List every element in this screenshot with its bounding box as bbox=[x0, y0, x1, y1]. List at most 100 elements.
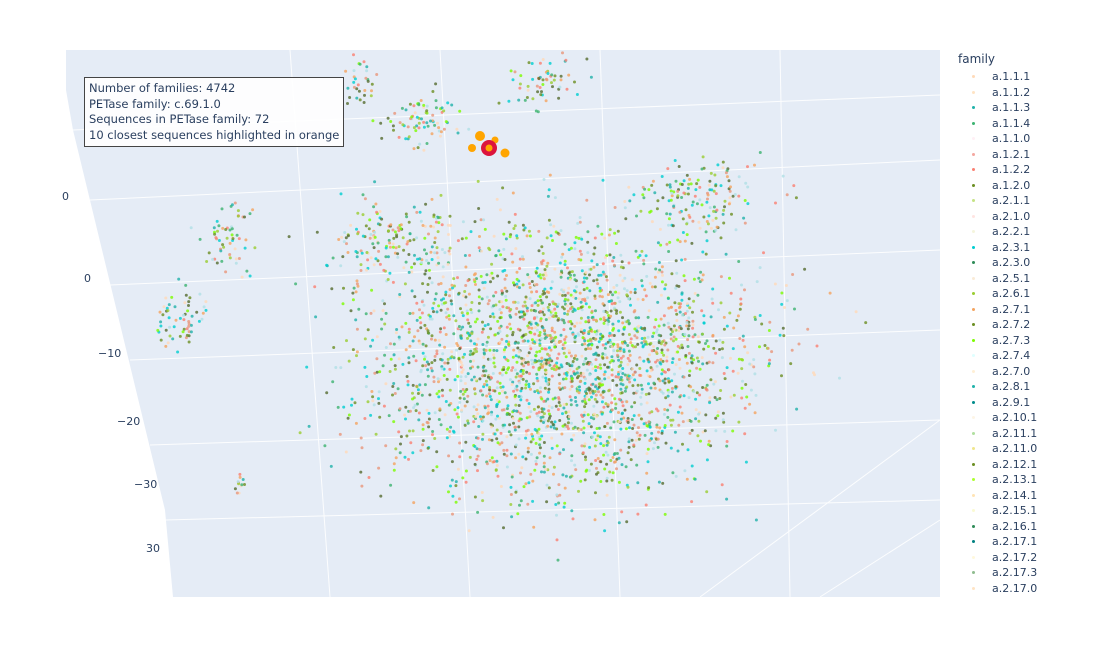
legend-item[interactable]: a.2.10.1 bbox=[958, 410, 1108, 426]
data-point bbox=[490, 271, 494, 275]
legend-item[interactable]: a.1.1.1 bbox=[958, 69, 1108, 85]
legend-item[interactable]: a.2.2.1 bbox=[958, 224, 1108, 240]
data-point bbox=[525, 306, 529, 310]
data-point bbox=[584, 377, 587, 381]
data-point bbox=[228, 253, 232, 256]
legend-item[interactable]: a.2.7.2 bbox=[958, 317, 1108, 333]
legend-item[interactable]: a.2.7.1 bbox=[958, 302, 1108, 318]
legend-item[interactable]: a.2.7.3 bbox=[958, 333, 1108, 349]
data-point bbox=[364, 312, 368, 316]
data-point bbox=[828, 291, 832, 295]
data-point bbox=[678, 240, 682, 244]
legend-item[interactable]: a.2.1.0 bbox=[958, 209, 1108, 225]
data-point bbox=[498, 308, 502, 311]
legend-item[interactable]: a.2.3.1 bbox=[958, 240, 1108, 256]
legend-item[interactable]: a.2.3.0 bbox=[958, 255, 1108, 271]
data-point bbox=[701, 386, 705, 389]
data-point bbox=[599, 317, 603, 321]
data-point bbox=[647, 486, 651, 490]
data-point bbox=[459, 375, 463, 379]
data-point bbox=[719, 301, 723, 305]
data-point bbox=[598, 286, 602, 290]
annotation-line: PETase family: c.69.1.0 bbox=[89, 96, 221, 111]
data-point bbox=[607, 435, 611, 439]
legend-item[interactable]: a.2.11.1 bbox=[958, 426, 1108, 442]
legend-item[interactable]: a.2.16.1 bbox=[958, 519, 1108, 535]
data-point bbox=[541, 365, 544, 369]
data-point bbox=[550, 280, 554, 284]
data-point bbox=[509, 69, 513, 73]
data-point bbox=[773, 282, 777, 286]
data-point bbox=[230, 227, 234, 231]
data-point bbox=[714, 416, 718, 420]
legend-item[interactable]: a.2.5.1 bbox=[958, 271, 1108, 287]
legend-item[interactable]: a.1.1.4 bbox=[958, 116, 1108, 132]
data-point bbox=[797, 342, 801, 346]
data-point bbox=[496, 274, 500, 278]
data-point bbox=[571, 295, 575, 299]
data-point bbox=[555, 444, 559, 448]
data-point bbox=[529, 347, 533, 351]
data-point bbox=[644, 294, 648, 298]
legend-marker-icon bbox=[972, 493, 975, 497]
legend-item[interactable]: a.1.1.3 bbox=[958, 100, 1108, 116]
legend-item[interactable]: a.2.8.1 bbox=[958, 379, 1108, 395]
legend-item[interactable]: a.2.7.4 bbox=[958, 348, 1108, 364]
legend-item[interactable]: a.2.12.1 bbox=[958, 457, 1108, 473]
legend-item[interactable]: a.1.2.1 bbox=[958, 147, 1108, 163]
data-point bbox=[657, 341, 661, 345]
legend-item[interactable]: a.2.1.1 bbox=[958, 193, 1108, 209]
data-point bbox=[221, 243, 225, 247]
data-point bbox=[392, 462, 396, 466]
legend-item[interactable]: a.2.9.1 bbox=[958, 395, 1108, 411]
data-point bbox=[780, 291, 784, 295]
data-point bbox=[418, 142, 422, 146]
data-point bbox=[183, 301, 187, 305]
data-point bbox=[599, 383, 603, 387]
legend-item[interactable]: a.2.6.1 bbox=[958, 286, 1108, 302]
data-point bbox=[404, 405, 408, 409]
data-point bbox=[182, 318, 186, 322]
legend-item[interactable]: a.1.1.2 bbox=[958, 85, 1108, 101]
legend-item[interactable]: a.2.17.1 bbox=[958, 534, 1108, 550]
data-point bbox=[594, 491, 597, 495]
legend-item[interactable]: a.2.17.2 bbox=[958, 550, 1108, 566]
data-point bbox=[368, 236, 372, 240]
data-point bbox=[562, 328, 566, 332]
tick-label: −10 bbox=[98, 347, 121, 360]
data-point bbox=[638, 254, 642, 257]
data-point bbox=[463, 390, 467, 394]
data-point bbox=[685, 477, 689, 481]
data-point bbox=[534, 462, 538, 466]
legend-item[interactable]: a.1.2.2 bbox=[958, 162, 1108, 178]
data-point bbox=[670, 386, 674, 390]
data-point bbox=[489, 280, 492, 284]
data-point bbox=[464, 295, 468, 299]
data-point bbox=[386, 116, 390, 120]
legend-item[interactable]: a.2.11.0 bbox=[958, 441, 1108, 457]
data-point bbox=[408, 312, 412, 315]
legend-item[interactable]: a.1.1.0 bbox=[958, 131, 1108, 147]
legend-item[interactable]: a.2.13.1 bbox=[958, 472, 1108, 488]
data-point bbox=[696, 178, 700, 182]
data-point bbox=[579, 300, 583, 304]
legend-item[interactable]: a.2.7.0 bbox=[958, 364, 1108, 380]
data-point bbox=[685, 173, 689, 177]
data-point bbox=[689, 356, 693, 360]
legend-item[interactable]: a.1.2.0 bbox=[958, 178, 1108, 194]
data-point bbox=[497, 249, 501, 253]
legend-item[interactable]: a.2.14.1 bbox=[958, 488, 1108, 504]
data-point bbox=[336, 405, 340, 409]
legend-item[interactable]: a.2.15.1 bbox=[958, 503, 1108, 519]
data-point bbox=[517, 350, 521, 354]
data-point bbox=[542, 277, 546, 281]
data-point bbox=[236, 214, 240, 218]
data-point bbox=[627, 333, 631, 336]
data-point bbox=[719, 184, 723, 188]
data-point bbox=[298, 431, 302, 435]
data-point bbox=[602, 318, 606, 322]
legend-item[interactable]: a.2.17.3 bbox=[958, 565, 1108, 581]
legend-item[interactable]: a.2.17.0 bbox=[958, 581, 1108, 597]
data-point bbox=[578, 220, 582, 224]
